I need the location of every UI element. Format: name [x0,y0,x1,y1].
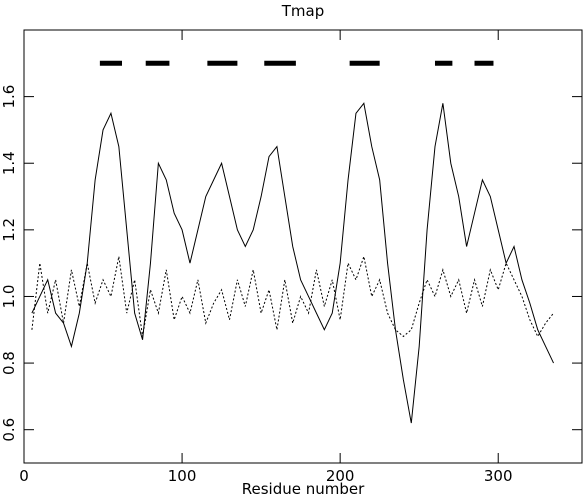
y-tick-label: 1.2 [0,218,18,242]
y-tick-label: 1.6 [0,85,18,109]
series-line [31,254,554,338]
y-tick-label: 1.4 [0,151,18,175]
x-tick-label: 100 [168,467,197,485]
series-line [31,102,554,424]
y-tick-label: 0.6 [0,418,18,442]
x-tick-label: 300 [484,467,513,485]
x-axis-label: Residue number [242,480,365,498]
x-tick-label: 200 [326,467,355,485]
x-tick-label: 0 [19,467,29,485]
plot-frame [23,29,583,464]
y-tick-label: 1.0 [0,285,18,309]
chart-title: Tmap [281,2,325,20]
y-tick-label: 0.8 [0,351,18,375]
